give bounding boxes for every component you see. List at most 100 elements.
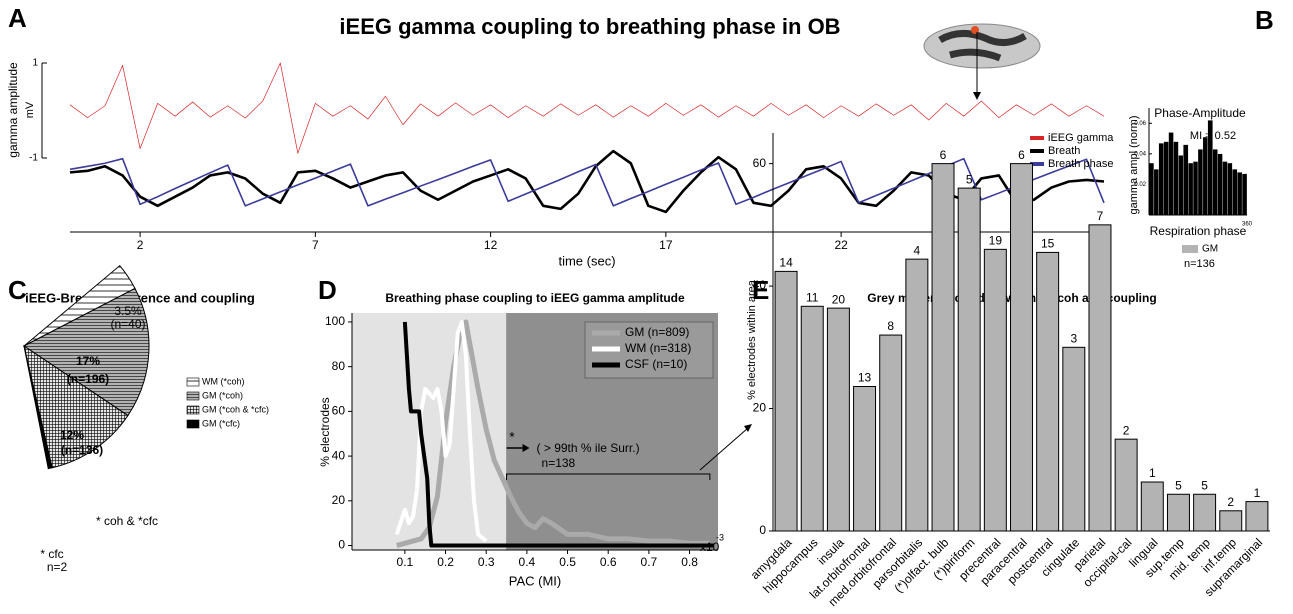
pie-slice: [23, 344, 129, 469]
count-label: (n=196): [67, 372, 109, 386]
count-label: 4: [914, 243, 921, 257]
legend-label: CSF (n=10): [625, 357, 687, 371]
legend-swatch: [1030, 136, 1044, 140]
x-tick-label: 2: [137, 238, 144, 252]
brain-inset: [923, 23, 1041, 100]
count-label: 5: [1175, 478, 1182, 492]
bar: [1163, 141, 1169, 216]
bar: [957, 187, 981, 532]
count-label: 11: [806, 290, 819, 304]
bar: [1222, 161, 1228, 216]
legend-label: GM (*coh & *cfc): [202, 404, 269, 414]
x-exponent: -3: [716, 532, 724, 542]
count-label: (n=136): [61, 443, 103, 457]
legend-label: iEEG gamma: [1048, 132, 1114, 144]
annotation: MI = 0.52: [1190, 130, 1236, 142]
y-axis-unit: mV: [24, 101, 36, 118]
count-label: 8: [887, 319, 894, 333]
series-line: [402, 321, 714, 548]
legend-swatch: [186, 377, 200, 387]
x-tick-label: 0.3: [478, 555, 495, 569]
series-line: [69, 62, 1105, 154]
bar: [1188, 162, 1194, 216]
x-tick-label: 17: [659, 238, 673, 252]
bar: [1245, 501, 1269, 532]
x-multiplier: x10: [700, 540, 720, 554]
panel-label: A: [8, 3, 27, 33]
bar: [983, 248, 1007, 532]
bar: [931, 163, 955, 532]
x-tick-label: 0.6: [600, 555, 617, 569]
legend-label: WM (*coh): [202, 376, 245, 386]
bar: [1193, 493, 1217, 532]
bar: [774, 270, 798, 532]
legend-swatch: [186, 391, 200, 401]
annotation: ( > 99th % ile Surr.): [537, 441, 640, 455]
legend-label: WM (n=318): [625, 341, 691, 355]
legend-label: Breath: [1048, 145, 1080, 157]
y-tick-label: 60: [332, 404, 346, 418]
x-tick-label: 360: [1242, 222, 1253, 228]
count-label: 2: [1123, 423, 1130, 437]
count-label: 3: [1070, 331, 1077, 345]
y-axis-label: % electrodes within area: [746, 279, 758, 400]
value-label: 12%: [60, 428, 84, 442]
bar: [1217, 153, 1223, 216]
bar: [1088, 224, 1112, 532]
x-tick-label: 0.7: [641, 555, 658, 569]
bar: [1062, 346, 1086, 532]
bar: [1036, 251, 1060, 532]
panel-label: B: [1255, 5, 1274, 35]
series-line: [394, 319, 488, 543]
electrode-site: [971, 26, 979, 34]
legend-swatch: [1030, 149, 1044, 153]
pie-slice: [23, 287, 150, 417]
x-tick-label: 0.1: [397, 555, 414, 569]
x-tick-label: 7: [312, 238, 319, 252]
bar: [800, 305, 824, 532]
bar: [1197, 149, 1204, 216]
chart-title: iEEG gamma coupling to breathing phase i…: [339, 14, 840, 39]
value-label: 3.5%: [114, 304, 142, 318]
bar: [1148, 162, 1155, 216]
legend-label: GM (n=809): [625, 325, 689, 339]
count-label: 20: [832, 292, 846, 306]
value-label: 17%: [76, 354, 100, 368]
bar: [1202, 136, 1208, 216]
bar: [1207, 120, 1213, 216]
bar: [1173, 141, 1179, 216]
x-tick-label: 22: [834, 238, 848, 252]
count-label: 6: [1018, 148, 1025, 162]
legend-swatch: [186, 419, 200, 429]
bar: [879, 334, 903, 532]
legend-swatch: [1182, 245, 1198, 253]
y-tick-label: 20: [753, 401, 767, 415]
series-line: [396, 319, 710, 548]
legend-label: GM: [1202, 244, 1218, 255]
count-label: n=2: [47, 560, 68, 574]
y-axis-label: gamma ampl (norm): [1128, 115, 1140, 214]
count-label: 19: [989, 234, 1003, 248]
chart-title: Breathing phase coupling to iEEG gamma a…: [385, 291, 685, 305]
y-tick-label: 0.04: [1134, 151, 1146, 157]
legend-note: n=136: [1184, 258, 1215, 270]
y-tick-label: 60: [753, 156, 767, 170]
count-label: 7: [1097, 209, 1104, 223]
bar: [1158, 143, 1164, 216]
annotation: *: [509, 429, 515, 445]
panel-label: C: [8, 275, 27, 305]
bar: [1010, 163, 1033, 532]
x-tick-label: 0.4: [519, 555, 536, 569]
y-axis-label: % electrodes: [318, 397, 332, 466]
count-label: 1: [1149, 466, 1156, 480]
y-tick-label: 40: [332, 448, 346, 462]
annotation: n=138: [542, 456, 576, 470]
count-label: 15: [1041, 237, 1055, 251]
panel-label: E: [752, 275, 769, 305]
count-label: 1: [1254, 486, 1261, 500]
inset-arrowhead: [973, 92, 981, 100]
annotation: * cfc: [40, 547, 63, 561]
bar: [1114, 438, 1138, 532]
bar: [905, 258, 929, 532]
y-tick-label: 20: [332, 493, 346, 507]
